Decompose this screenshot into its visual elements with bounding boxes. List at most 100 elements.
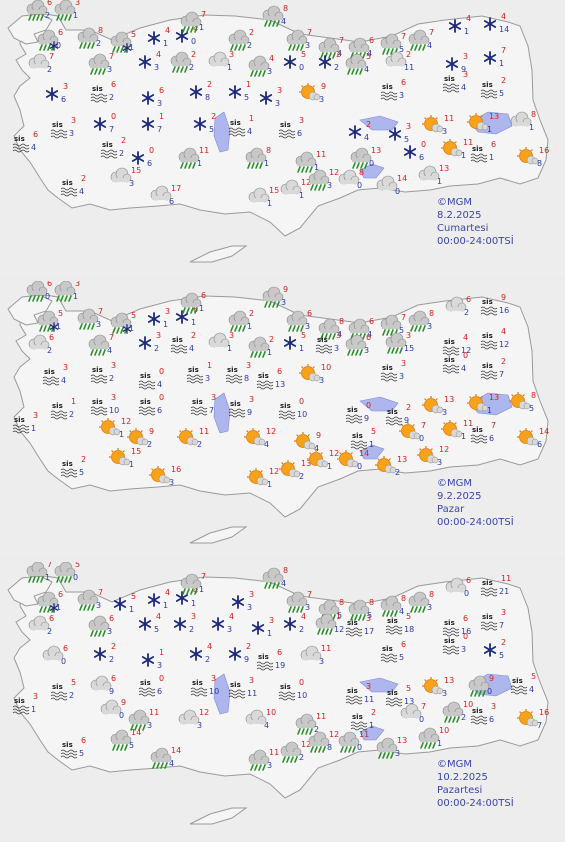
fog-icon: sis — [442, 75, 460, 93]
cloud-icon — [28, 334, 50, 350]
max-temp: 8 — [339, 598, 344, 607]
max-temp: 12 — [121, 417, 131, 426]
forecast-cell: 104 — [245, 708, 276, 730]
max-temp: 0 — [299, 678, 304, 687]
max-temp: 1 — [207, 361, 212, 370]
fog-icon: sis — [190, 398, 208, 416]
forecast-cell: 61 — [37, 590, 63, 613]
forecast-cell: sis 0 3 — [442, 632, 468, 655]
forecast-cell: sis 1 4 — [228, 114, 254, 137]
min-temp: 4 — [367, 49, 372, 58]
max-temp: 6 — [111, 674, 116, 683]
forecast-cell: sis 9 16 — [480, 293, 509, 316]
max-temp: 7 — [429, 28, 434, 37]
forecast-cell: sis 0 4 — [138, 367, 164, 390]
min-temp: 4 — [31, 143, 36, 152]
svg-text:sis: sis — [14, 416, 25, 424]
min-temp: 4 — [364, 133, 369, 142]
cloud-icon — [28, 53, 50, 69]
forecast-cell: 85 — [348, 598, 374, 621]
max-temp: 2 — [336, 50, 341, 59]
max-temp: 7 — [201, 572, 206, 581]
fog-icon: sis — [442, 338, 460, 356]
max-temp: 3 — [75, 281, 80, 288]
max-temp: 14 — [539, 427, 549, 436]
fog-icon: sis — [350, 713, 368, 731]
min-temp: 1 — [56, 603, 61, 612]
min-temp: 3 — [267, 67, 272, 76]
max-temp: 2 — [207, 80, 212, 89]
rain-icon — [88, 615, 110, 637]
forecast-cell: sis 2 4 — [60, 174, 86, 197]
min-temp: 4 — [264, 440, 269, 449]
rain-icon — [286, 310, 308, 332]
rain-icon — [180, 573, 202, 595]
rain-icon — [77, 308, 99, 330]
snow-icon — [228, 647, 242, 661]
rain-icon — [408, 591, 430, 613]
min-temp: 7 — [157, 125, 162, 134]
forecast-cell: sis 0 10 — [278, 397, 307, 420]
max-temp: 3 — [246, 361, 251, 370]
forecast-cell: 45 — [138, 612, 161, 634]
svg-text:sis: sis — [92, 398, 103, 406]
min-temp: 3 — [327, 181, 332, 190]
fog-icon: sis — [60, 741, 78, 759]
forecast-cell: 31 — [147, 307, 170, 329]
forecast-cell: sis 2 4 — [170, 331, 196, 354]
rain-icon — [308, 169, 330, 191]
snow-icon — [141, 653, 155, 667]
forecast-cell: 84 — [262, 566, 288, 589]
min-temp: 1 — [267, 199, 272, 208]
forecast-cell: sis 3 6 — [470, 702, 496, 725]
svg-text:sis: sis — [14, 697, 25, 705]
min-temp: 5 — [499, 651, 504, 660]
min-temp: 1 — [73, 292, 78, 301]
forecast-cell: sis 3 3 — [50, 116, 76, 139]
max-temp: 14 — [397, 174, 407, 183]
min-temp: 6 — [157, 406, 162, 415]
max-temp: 8 — [531, 110, 536, 119]
cyprus-outline — [189, 807, 248, 825]
min-temp: 13 — [275, 380, 285, 389]
max-temp: 13 — [397, 455, 407, 464]
rain-icon — [26, 281, 48, 302]
svg-text:sis: sis — [387, 408, 398, 416]
forecast-cell: 21 — [248, 335, 274, 358]
snow-icon — [445, 57, 459, 71]
min-temp: 4 — [169, 759, 174, 768]
period-label: 00:00-24:00TSİ — [437, 798, 514, 809]
fog-icon: sis — [90, 366, 108, 384]
max-temp: 0 — [159, 367, 164, 376]
forecast-cell: 82 — [77, 26, 103, 49]
min-temp: 1 — [487, 125, 492, 134]
forecast-cell: 151 — [109, 447, 141, 469]
svg-text:sis: sis — [472, 145, 483, 153]
min-temp: 1 — [267, 348, 272, 357]
forecast-cell: 73 — [286, 28, 312, 51]
min-temp: 7 — [499, 370, 504, 379]
fog-icon: sis — [60, 460, 78, 478]
svg-text:sis: sis — [280, 121, 291, 129]
max-temp: 1 — [159, 648, 164, 657]
forecast-cell: 75 — [380, 32, 406, 55]
svg-text:sis: sis — [444, 356, 455, 364]
forecast-cell: sis 1 3 — [186, 361, 212, 384]
min-temp: 5 — [399, 45, 404, 54]
min-temp: 3 — [399, 91, 404, 100]
min-temp: 6 — [537, 440, 542, 449]
max-temp: 9 — [283, 285, 288, 294]
min-temp: 2 — [154, 344, 159, 353]
fog-icon: sis — [190, 679, 208, 697]
min-temp: 3 — [107, 627, 112, 636]
min-temp: 2 — [47, 346, 52, 355]
forecast-cell: 17 — [141, 112, 164, 134]
min-temp: 3 — [399, 372, 404, 381]
forecast-cell: 43 — [248, 54, 274, 77]
min-temp: 2 — [334, 63, 339, 72]
min-temp: 3 — [247, 603, 252, 612]
min-temp: 2 — [395, 468, 400, 477]
rain-icon — [54, 281, 76, 302]
forecast-cell: sis 6 5 — [60, 736, 86, 759]
max-temp: 8 — [531, 391, 536, 400]
